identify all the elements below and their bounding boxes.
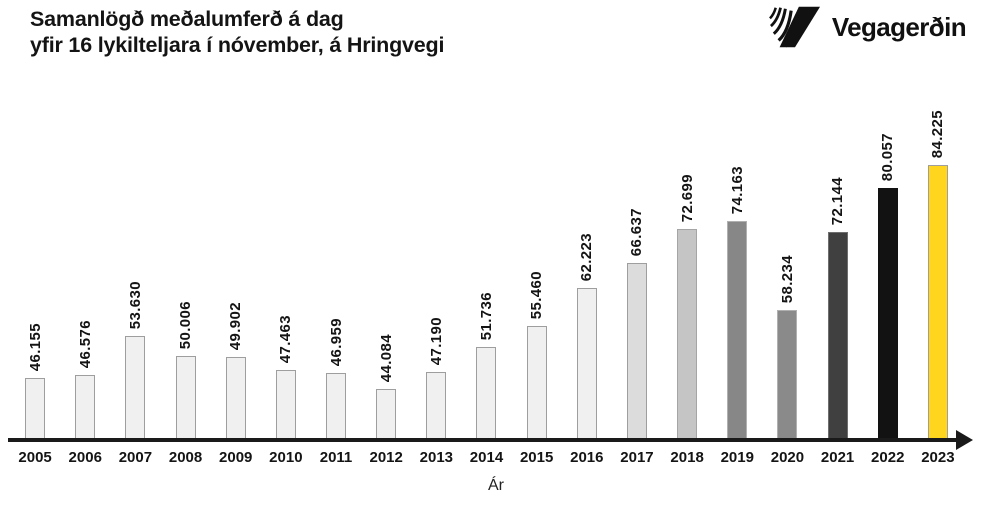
bar-value-label-2022: 80.057 [879,132,897,181]
bar-column-2019: 74.163 [712,98,762,440]
bar-2007 [125,336,146,440]
x-tick-2009: 2009 [219,449,253,466]
bar-2012 [376,389,397,440]
bar-column-2023: 84.225 [913,98,963,440]
bar-column-2007: 53.630 [110,98,160,440]
bar-value-label-2017: 66.637 [628,207,646,256]
bar-value-label-2014: 51.736 [477,291,495,340]
bar-column-2014: 51.736 [461,98,511,440]
bar-2005 [25,378,46,440]
bar-column-2012: 44.084 [361,98,411,440]
x-tick-2007: 2007 [118,449,153,466]
x-tick-2006: 2006 [68,449,102,466]
vegagerdin-logo-wordmark: Vegagerðin [831,11,967,42]
bar-column-2015: 55.460 [512,98,562,440]
bar-value-label-2010: 47.463 [277,314,295,363]
bar-column-2020: 58.234 [762,98,812,440]
bar-value-label-2016: 62.223 [578,232,596,281]
bar-2015 [526,326,547,440]
bar-2022 [877,188,898,440]
bar-2016 [576,288,597,440]
bar-column-2011: 46.959 [311,98,361,440]
bar-value-label-2011: 46.959 [327,317,345,366]
vegagerdin-logo: Vegagerðin [768,6,967,48]
x-tick-2019: 2019 [720,449,754,466]
x-axis-line [8,438,958,442]
vegagerdin-logo-icon [768,6,820,48]
x-tick-2017: 2017 [620,449,654,466]
plot-area: 46.155 46.576 53.630 50.006 49.902 47.463 46.9… [10,98,963,440]
bar-column-2008: 50.006 [160,98,210,440]
bar-column-2006: 46.576 [60,98,110,440]
bar-2010 [275,370,296,440]
bar-value-label-2008: 50.006 [177,300,195,349]
bar-value-label-2015: 55.460 [528,270,546,319]
x-tick-2012: 2012 [369,449,403,466]
bar-column-2016: 62.223 [562,98,612,440]
bar-value-label-2012: 44.084 [377,333,395,382]
x-tick-2014: 2014 [469,449,504,466]
x-tick-2011: 2011 [319,449,353,466]
x-axis-arrow-icon [956,430,973,450]
x-tick-2013: 2013 [419,449,454,466]
year-axis: 2005 2006 2007 2008 2009 2010 2011 2012 2013 2014… [10,449,963,466]
x-tick-2016: 2016 [570,449,604,466]
bar-column-2018: 72.699 [662,98,712,440]
bar-value-label-2019: 74.163 [728,165,746,214]
x-tick-2005: 2005 [18,449,52,466]
bar-column-2009: 49.902 [211,98,261,440]
bar-value-label-2009: 49.902 [227,301,245,350]
x-tick-2022: 2022 [871,449,905,466]
bar-2008 [175,356,196,440]
bar-column-2013: 47.190 [411,98,461,440]
bar-2013 [426,372,447,440]
bar-value-label-2013: 47.190 [427,316,445,365]
x-tick-2008: 2008 [168,449,203,466]
bar-column-2005: 46.155 [10,98,60,440]
x-tick-2023: 2023 [921,449,955,466]
bar-value-label-2005: 46.155 [26,322,44,371]
bar-2018 [677,229,698,440]
x-tick-2010: 2010 [269,449,303,466]
chart-title: Samanlögð meðalumferð á dag yfir 16 lyki… [30,6,444,58]
bar-value-label-2020: 58.234 [778,254,796,303]
chart-title-line1: Samanlögð meðalumferð á dag [30,7,344,31]
x-axis-title: Ár [488,477,504,494]
bar-2009 [225,357,246,440]
x-tick-2021: 2021 [820,449,855,466]
bar-value-label-2007: 53.630 [126,280,144,329]
bar-2019 [727,221,748,440]
bar-value-label-2023: 84.225 [929,109,947,158]
bar-value-label-2018: 72.699 [678,173,696,222]
bar-column-2017: 66.637 [612,98,662,440]
chart-title-line2: yfir 16 lykilteljara í nóvember, á Hring… [30,33,445,57]
bar-2023 [927,165,948,440]
bar-2006 [75,375,96,440]
bar-2017 [626,263,647,440]
bar-column-2010: 47.463 [261,98,311,440]
bar-2020 [777,310,798,440]
bar-2011 [326,373,347,440]
bar-2014 [476,347,497,440]
x-tick-2015: 2015 [519,449,554,466]
bar-column-2022: 80.057 [863,98,913,440]
bar-value-label-2021: 72.144 [829,176,847,225]
bar-column-2021: 72.144 [813,98,863,440]
x-tick-2018: 2018 [670,449,704,466]
x-tick-2020: 2020 [770,449,805,466]
bar-value-label-2006: 46.576 [76,319,94,368]
bar-2021 [827,232,848,440]
